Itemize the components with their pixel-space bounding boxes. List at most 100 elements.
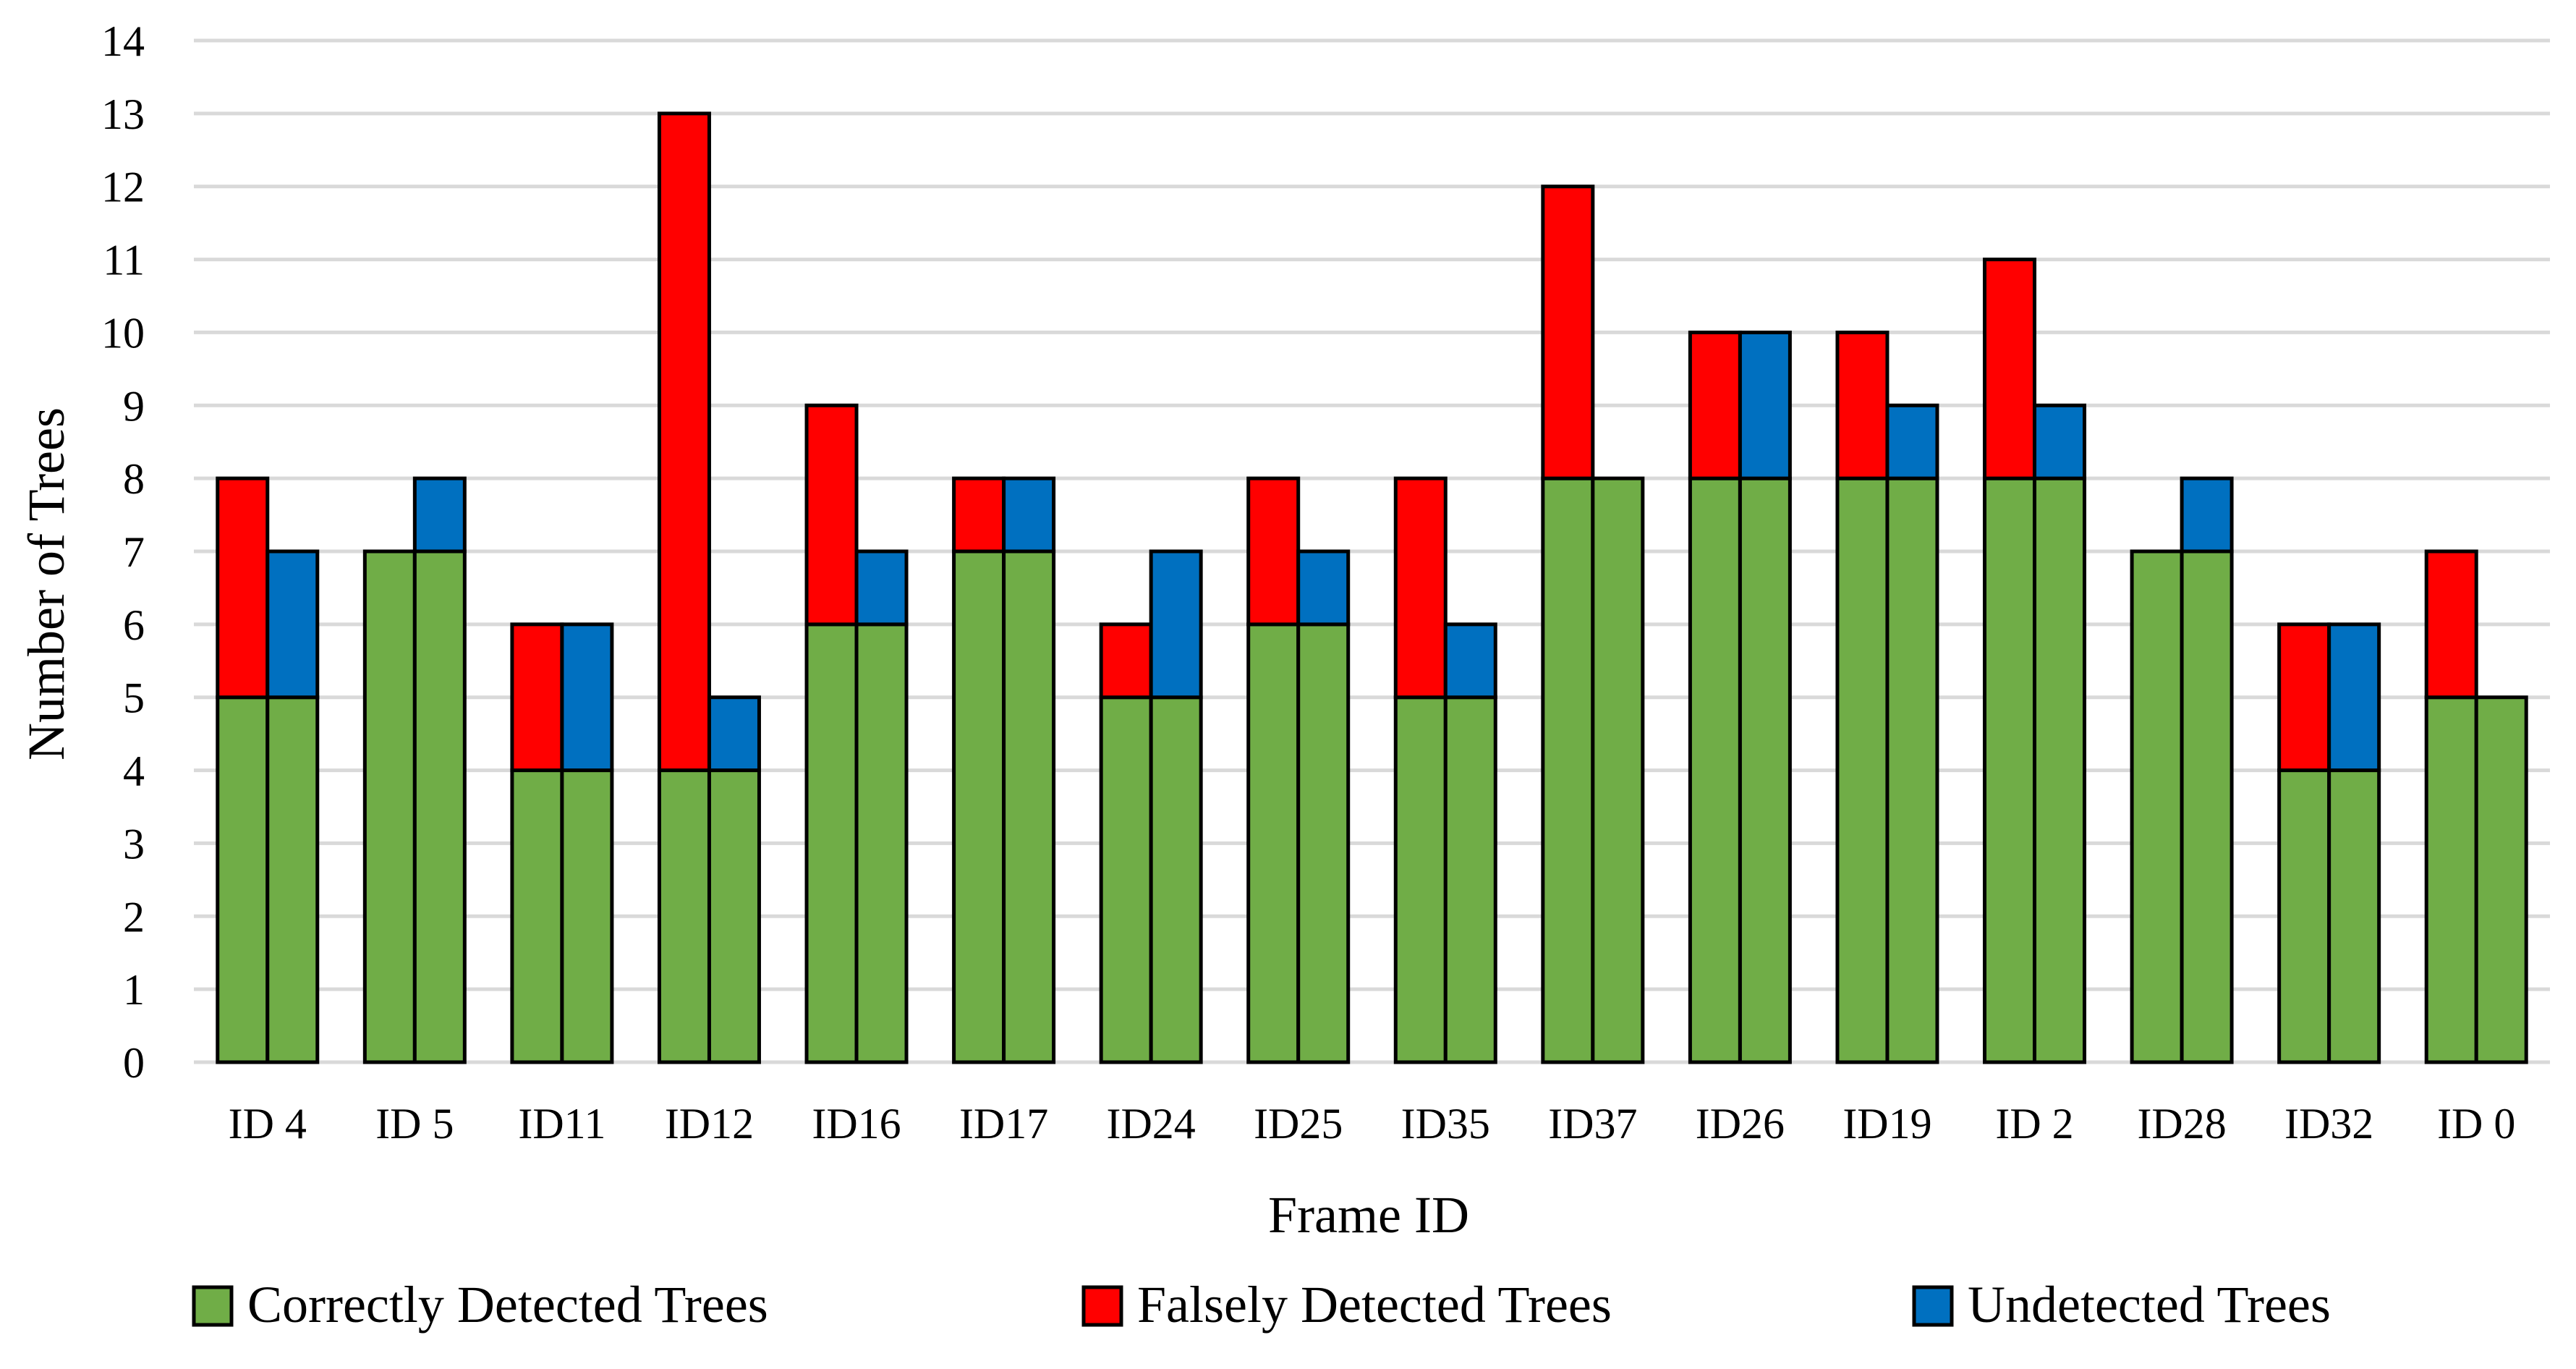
bar-segment-undetected — [1149, 549, 1203, 700]
bar-segment-correct — [657, 768, 711, 1064]
bar-group — [1541, 185, 1645, 1064]
bar-segment-undetected — [1296, 549, 1351, 627]
x-tick-label: ID 2 — [1995, 1100, 2073, 1148]
bar-segment-correct — [1296, 622, 1351, 1064]
bar-segment-false — [2424, 549, 2478, 700]
bar-segment-correct — [1099, 695, 1153, 1064]
bar-group — [1099, 549, 1203, 1064]
bar-group — [2277, 622, 2381, 1064]
x-tick-label: ID35 — [1401, 1100, 1490, 1148]
bar-group — [1688, 330, 1792, 1064]
bar-segment-false — [216, 476, 270, 700]
bar-segment-correct — [1591, 476, 1645, 1064]
x-tick-label: ID 0 — [2437, 1100, 2515, 1148]
legend-label: Falsely Detected Trees — [1137, 1276, 1612, 1334]
x-tick-label: ID37 — [1548, 1100, 1637, 1148]
x-tick-label: ID32 — [2284, 1100, 2373, 1148]
bar-segment-correct — [2180, 549, 2234, 1064]
legend-swatch — [1912, 1285, 1954, 1327]
bar-segment-correct — [362, 549, 417, 1064]
y-tick-label: 4 — [123, 747, 145, 795]
bar-segment-correct — [2474, 695, 2528, 1064]
y-tick-label: 6 — [123, 601, 145, 649]
bar-segment-false — [1541, 185, 1595, 480]
x-tick-label: ID16 — [812, 1100, 901, 1148]
bar-segment-undetected — [560, 622, 614, 773]
bar-segment-correct — [1983, 476, 2037, 1064]
y-tick-label: 12 — [101, 164, 145, 211]
bar-segment-correct — [2424, 695, 2478, 1064]
bar-group — [510, 622, 614, 1064]
bars — [216, 111, 2528, 1064]
legend-label: Undetected Trees — [1968, 1276, 2331, 1334]
x-tick-label: ID11 — [518, 1100, 605, 1148]
y-tick-label: 11 — [103, 237, 145, 284]
bar-segment-false — [804, 403, 859, 627]
y-tick-label: 8 — [123, 455, 145, 503]
bar-segment-correct — [412, 549, 467, 1064]
x-tick-label: ID26 — [1696, 1100, 1785, 1148]
bar-segment-false — [1835, 330, 1890, 480]
bar-segment-false — [657, 111, 711, 773]
y-tick-label: 5 — [123, 674, 145, 722]
bar-segment-correct — [1885, 476, 1939, 1064]
x-tick-label: ID 4 — [229, 1100, 307, 1148]
bar-group — [952, 476, 1056, 1064]
bar-segment-correct — [2130, 549, 2184, 1064]
bar-segment-false — [952, 476, 1006, 554]
bar-segment-false — [1246, 476, 1301, 627]
bar-group — [1393, 476, 1497, 1064]
bar-segment-correct — [2033, 476, 2087, 1064]
x-tick-label: ID24 — [1107, 1100, 1196, 1148]
bar-group — [657, 111, 761, 1064]
bar-segment-correct — [2327, 768, 2381, 1064]
legend-item-undetected: Undetected Trees — [1912, 1276, 2331, 1334]
y-tick-label: 9 — [123, 382, 145, 430]
x-axis-ticks: ID 4 ID 5 ID11 ID12 ID16 ID17 ID24 ID25 ID35 ID37… — [229, 1100, 2516, 1148]
bar-segment-undetected — [1738, 330, 1792, 480]
x-tick-label: ID28 — [2137, 1100, 2226, 1148]
y-tick-label: 1 — [123, 966, 145, 1014]
x-tick-label: ID17 — [959, 1100, 1048, 1148]
bar-segment-false — [2277, 622, 2331, 773]
y-tick-label: 0 — [123, 1039, 145, 1087]
y-tick-label: 14 — [101, 17, 145, 65]
bar-group — [2424, 549, 2528, 1064]
bar-segment-correct — [1002, 549, 1056, 1064]
legend-item-correct: Correctly Detected Trees — [192, 1276, 768, 1334]
bar-segment-correct — [1149, 695, 1203, 1064]
y-tick-label: 3 — [123, 820, 145, 868]
bar-segment-undetected — [412, 476, 467, 554]
legend-item-false: Falsely Detected Trees — [1081, 1276, 1612, 1334]
bar-segment-undetected — [2180, 476, 2234, 554]
bar-segment-undetected — [707, 695, 761, 773]
bar-segment-correct — [1393, 695, 1448, 1064]
x-tick-label: ID12 — [665, 1100, 754, 1148]
bar-segment-false — [1688, 330, 1742, 480]
bar-group — [1246, 476, 1351, 1064]
bar-segment-false — [510, 622, 564, 773]
bar-group — [2130, 476, 2234, 1064]
bar-segment-correct — [560, 768, 614, 1064]
bar-segment-correct — [707, 768, 761, 1064]
bar-segment-undetected — [2327, 622, 2381, 773]
legend-swatch — [192, 1285, 234, 1327]
legend-swatch — [1081, 1285, 1123, 1327]
y-tick-label: 7 — [123, 528, 145, 576]
bar-segment-correct — [216, 695, 270, 1064]
bar-segment-correct — [510, 768, 564, 1064]
x-tick-label: ID25 — [1254, 1100, 1343, 1148]
legend: Correctly Detected Trees Falsely Detected… — [192, 1276, 2331, 1334]
bar-segment-correct — [2277, 768, 2331, 1064]
bar-segment-false — [1099, 622, 1153, 700]
bar-segment-correct — [1443, 695, 1497, 1064]
bar-segment-correct — [265, 695, 320, 1064]
bar-segment-undetected — [854, 549, 909, 627]
y-tick-label: 2 — [123, 893, 145, 941]
bar-segment-undetected — [2033, 403, 2087, 480]
x-tick-label: ID19 — [1842, 1100, 1931, 1148]
bar-segment-false — [1393, 476, 1448, 700]
x-tick-label: ID 5 — [375, 1100, 454, 1148]
